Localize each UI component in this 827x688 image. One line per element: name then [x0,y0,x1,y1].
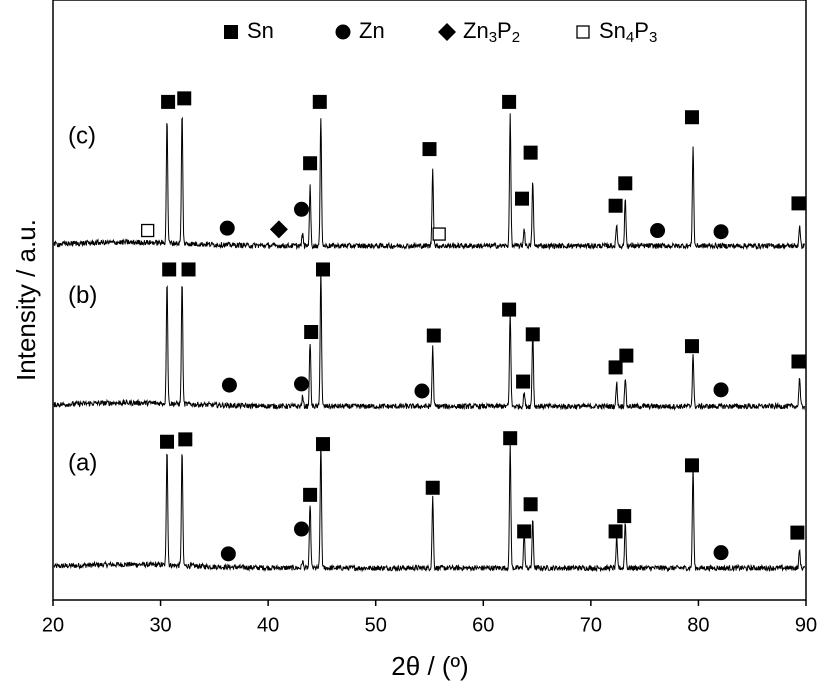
panel-label-a: (a) [68,450,97,477]
phase-marker-filled-diamond-c-4 [269,220,288,239]
phase-marker-filled-square-a-5 [316,437,331,452]
plot-frame [52,0,807,601]
x-tick-label-20: 20 [42,614,64,636]
legend-marker-filled-circle [335,24,351,40]
phase-marker-filled-square-c-12 [523,145,538,160]
phase-marker-filled-square-c-1 [161,94,176,109]
series-c-trace [53,113,805,251]
phase-marker-filled-square-b-13 [684,339,699,354]
phase-marker-filled-circle-a-2 [220,546,236,562]
legend-marker-open-square [576,25,590,39]
series-a-trace [53,441,805,573]
legend-marker-filled-square [224,25,238,39]
phase-marker-filled-circle-b-3 [293,376,309,392]
x-tick-label-70: 70 [580,614,602,636]
phase-marker-filled-square-c-14 [618,176,633,191]
x-tick-label-40: 40 [257,614,279,636]
phase-marker-filled-circle-b-2 [221,377,237,393]
legend-label-0: Sn [247,18,274,43]
phase-marker-filled-square-a-7 [503,431,518,446]
phase-marker-filled-square-a-8 [517,524,532,539]
x-tick-label-90: 90 [795,614,817,636]
phase-marker-filled-square-a-10 [608,524,623,539]
panel-labels: (a) (b) (c) [68,123,97,477]
phase-marker-filled-square-b-7 [426,328,441,343]
phase-marker-filled-square-b-12 [619,348,634,363]
phase-marker-filled-square-b-11 [608,360,623,375]
phase-marker-filled-square-c-10 [502,94,517,109]
y-axis-title: Intensity / a.u. [11,219,41,381]
x-tick-label-50: 50 [365,614,387,636]
phase-marker-filled-square-a-12 [684,458,699,473]
phase-marker-filled-square-a-6 [425,480,440,495]
series-layer [53,113,805,573]
phase-marker-filled-square-b-8 [502,302,517,317]
phase-marker-filled-square-a-1 [178,432,193,447]
phase-marker-filled-square-c-7 [312,94,327,109]
x-tick-label-30: 30 [149,614,171,636]
phase-marker-filled-square-c-6 [303,156,318,171]
phase-marker-open-square-c-0 [141,223,155,238]
phase-marker-open-square-c-9 [432,227,446,241]
panel-label-c: (c) [68,123,96,150]
series-b-trace [53,270,805,411]
phase-marker-filled-square-c-8 [422,142,437,157]
phase-marker-filled-square-a-14 [790,525,805,540]
x-tick-label-60: 60 [472,614,494,636]
phase-marker-filled-square-b-10 [525,327,540,342]
legend-label-3: Sn4P3 [599,18,657,46]
panel-label-b: (b) [68,282,97,309]
phase-marker-filled-square-b-9 [516,374,531,389]
legend-label-2: Zn3P2 [463,18,520,46]
phase-marker-filled-square-c-11 [515,191,530,206]
phase-marker-filled-circle-a-3 [293,521,309,537]
marker-layer [141,91,806,562]
phase-marker-filled-circle-b-14 [713,382,729,398]
phase-marker-filled-square-b-4 [304,325,319,339]
phase-marker-filled-square-b-15 [791,354,806,369]
legend-label-1: Zn [359,18,385,43]
x-tick-label-80: 80 [687,614,709,636]
phase-marker-filled-circle-b-6 [414,383,430,399]
phase-marker-filled-circle-c-3 [219,220,235,236]
phase-marker-filled-circle-c-5 [293,201,309,217]
phase-marker-filled-square-b-5 [316,262,331,277]
phase-marker-filled-square-c-2 [177,91,192,106]
phase-marker-filled-square-a-4 [303,487,318,502]
legend-marker-filled-diamond [438,23,456,41]
phase-marker-filled-square-a-0 [160,434,175,449]
phase-marker-filled-square-c-16 [684,110,699,125]
phase-marker-filled-square-a-11 [617,509,632,524]
phase-marker-filled-circle-c-15 [650,223,666,239]
phase-marker-filled-square-a-9 [523,497,538,512]
phase-marker-filled-square-c-13 [608,198,623,213]
x-axis: 20 30 40 50 60 70 80 90 [42,600,817,636]
chart-legend: Sn Zn Zn3P2 Sn4P3 [224,18,657,46]
phase-marker-filled-square-b-0 [162,262,177,277]
x-axis-title: 2θ / (º) [391,651,468,681]
phase-marker-filled-circle-c-17 [713,224,729,240]
phase-marker-filled-square-b-1 [181,262,196,277]
phase-marker-filled-circle-a-13 [713,545,729,561]
phase-marker-filled-square-c-18 [791,196,806,211]
